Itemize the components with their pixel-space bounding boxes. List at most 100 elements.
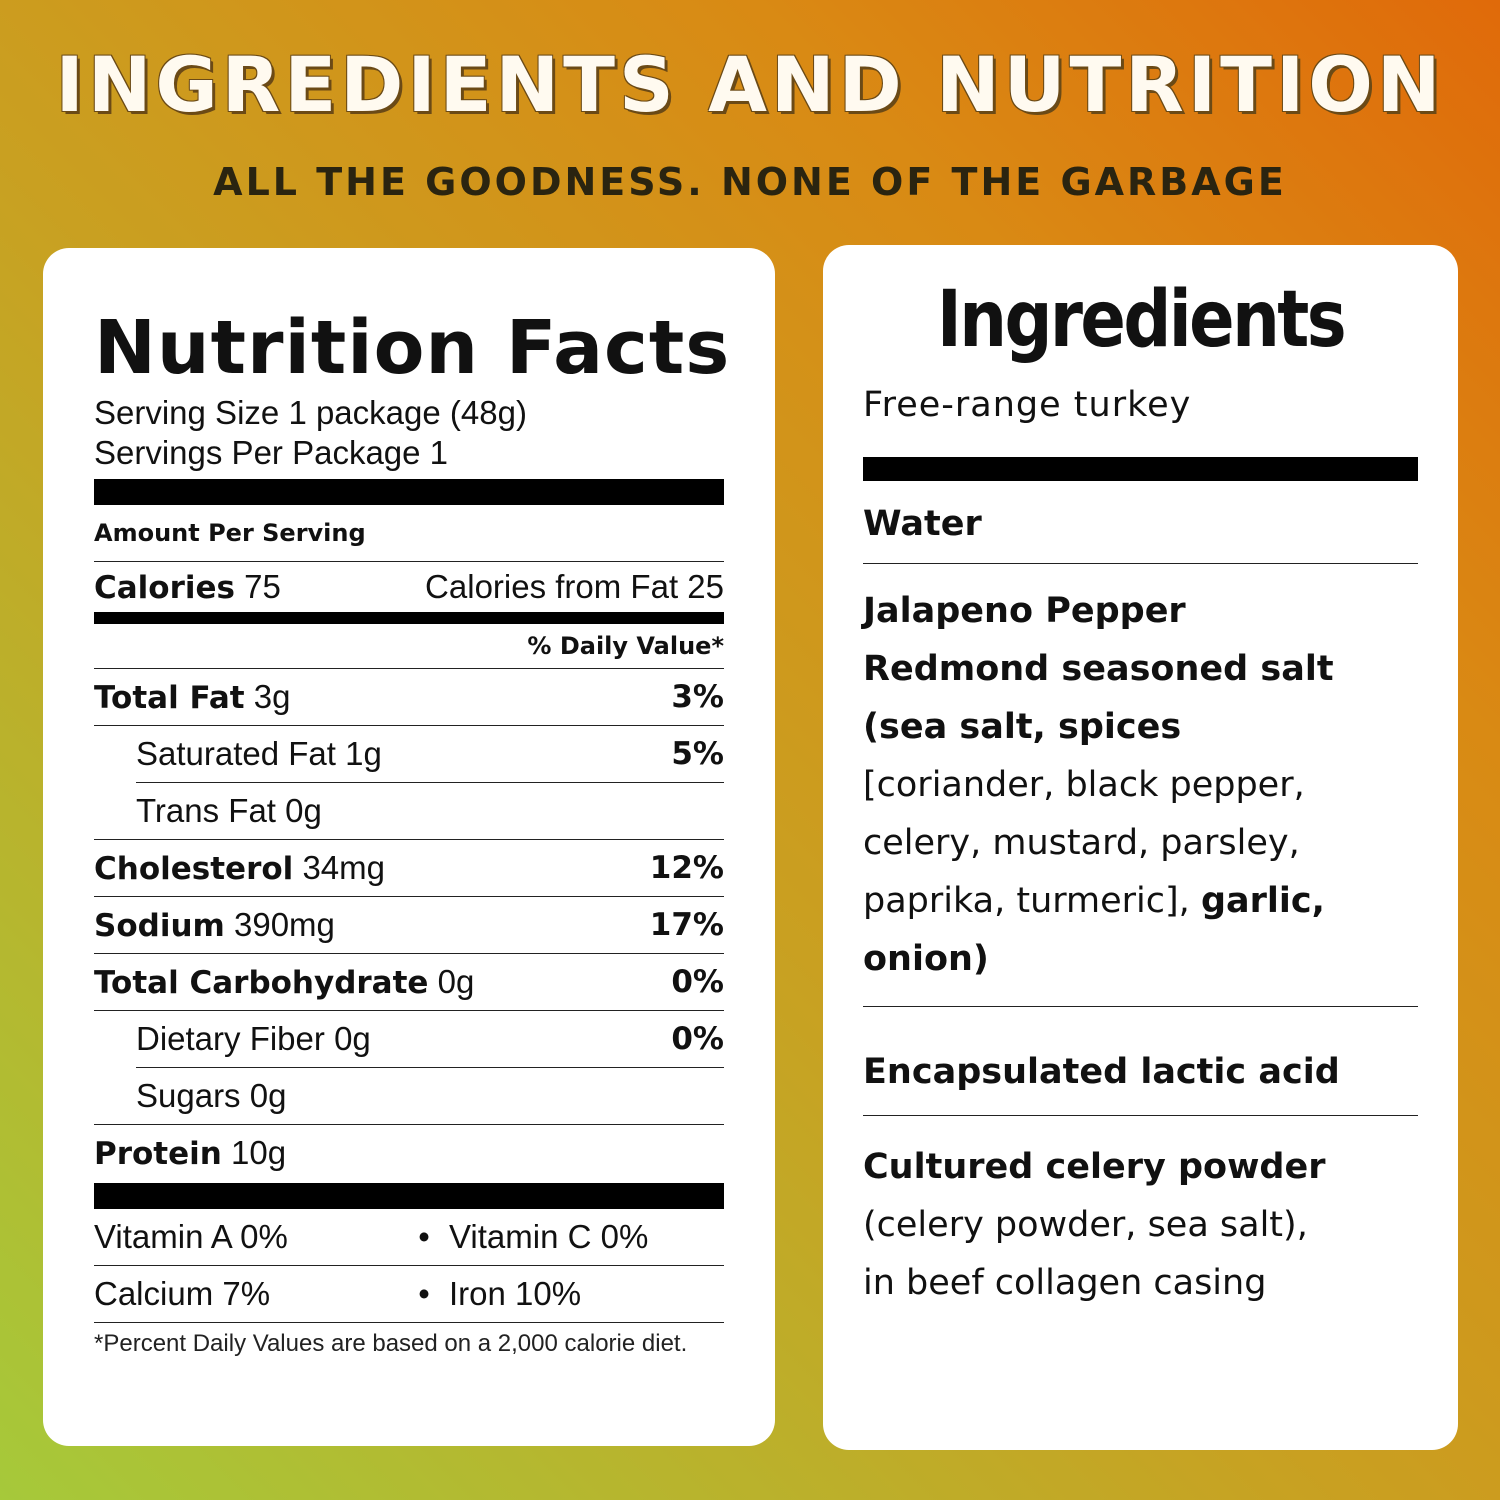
divider — [863, 1006, 1418, 1007]
nutrient-amount: 0g — [437, 963, 475, 1000]
footnote: *Percent Daily Values are based on a 2,0… — [94, 1330, 688, 1357]
nutrient-name: Protein 10g — [94, 1134, 286, 1172]
ingredient-celery-powder: Cultured celery powder (celery powder, s… — [863, 1138, 1418, 1312]
divider — [94, 561, 724, 562]
nutrient-daily-value: 0% — [671, 964, 724, 1000]
divider — [94, 1010, 724, 1011]
calories-from-fat-value: 25 — [687, 568, 724, 605]
serving-size-label: Serving Size — [94, 394, 280, 431]
nutrient-label: Sugars — [136, 1077, 241, 1114]
nutrient-row: Protein 10g — [94, 1125, 724, 1181]
nutrient-name: Trans Fat 0g — [136, 792, 322, 830]
nutrient-row: Sodium 390mg 17% — [94, 897, 724, 953]
ingredient-water: Water — [863, 504, 982, 544]
nutrient-row: Cholesterol 34mg 12% — [94, 840, 724, 896]
thick-divider — [94, 1183, 724, 1209]
nutrient-label: Cholesterol — [94, 851, 294, 887]
nutrient-label: Sodium — [94, 908, 225, 944]
ingredient-celery-detail: (celery powder, sea salt), — [863, 1205, 1308, 1245]
ingredient-turkey: Free-range turkey — [863, 385, 1192, 425]
nutrient-daily-value: 3% — [671, 679, 724, 715]
nutrient-amount: 390mg — [233, 906, 335, 943]
nutrient-label: Total Fat — [94, 680, 245, 716]
nutrient-row: Trans Fat 0g — [94, 783, 724, 839]
ingredient-jalapeno: Jalapeno Pepper — [863, 591, 1186, 631]
nutrient-label: Saturated Fat — [136, 735, 336, 772]
vitamin-row: Vitamin A 0% • Vitamin C 0% — [94, 1209, 724, 1265]
calories-value: 75 — [244, 568, 281, 605]
amount-per-serving: Amount Per Serving — [94, 519, 366, 547]
nutrient-amount: 0g — [334, 1020, 371, 1057]
nutrient-amount: 1g — [345, 735, 382, 772]
ingredient-cultured-celery: Cultured celery powder — [863, 1147, 1326, 1187]
nutrient-label: Protein — [94, 1136, 222, 1172]
divider — [94, 896, 724, 897]
divider — [94, 1124, 724, 1125]
page-tagline: ALL THE GOODNESS. NONE OF THE GARBAGE — [213, 160, 1287, 204]
nutrition-facts-title: Nutrition Facts — [94, 305, 731, 391]
calories-from-fat-label: Calories from Fat — [425, 568, 679, 605]
divider — [136, 1067, 724, 1068]
ingredient-spice-list-2: celery, mustard, parsley, — [863, 823, 1300, 863]
nutrient-amount: 0g — [249, 1077, 287, 1114]
nutrient-daily-value: 12% — [649, 850, 724, 886]
ingredient-spice-list-1: [coriander, black pepper, — [863, 765, 1305, 805]
vitamin-row: Calcium 7% • Iron 10% — [94, 1266, 724, 1322]
nutrient-daily-value: 0% — [671, 1021, 724, 1057]
bullet-separator: • — [418, 1218, 430, 1255]
divider — [94, 953, 724, 954]
nutrient-row: Dietary Fiber 0g 0% — [94, 1011, 724, 1067]
thick-divider — [94, 479, 724, 505]
nutrition-facts-label: Nutrition Facts Serving Size 1 package (… — [94, 303, 731, 1359]
nutrient-name: Sugars 0g — [136, 1077, 286, 1115]
divider — [136, 782, 724, 783]
ingredient-seasoning: Jalapeno Pepper Redmond seasoned salt (s… — [863, 582, 1418, 988]
nutrient-amount: 10g — [231, 1134, 287, 1171]
ingredients-list: Ingredients Free-range turkey Water Jala… — [863, 265, 1418, 1312]
serving-size: Serving Size 1 package (48g) — [94, 393, 724, 433]
nutrient-name: Total Fat 3g — [94, 678, 290, 716]
ingredient-casing: in beef collagen casing — [863, 1263, 1267, 1303]
divider — [94, 725, 724, 726]
nutrient-row: Saturated Fat 1g 5% — [94, 726, 724, 782]
nutrient-label: Trans Fat — [136, 792, 276, 829]
servings-per-package: Servings Per Package 1 — [94, 434, 449, 471]
ingredient-seasoned-salt: Redmond seasoned salt — [863, 649, 1334, 689]
nutrient-label: Dietary Fiber — [136, 1020, 325, 1057]
ingredient-spice-list-3: paprika, turmeric], — [863, 881, 1190, 921]
nutrient-name: Sodium 390mg — [94, 906, 335, 944]
bullet-separator: • — [418, 1275, 430, 1312]
ingredient-garlic: garlic, — [1200, 881, 1325, 921]
nutrient-amount: 0g — [285, 792, 322, 829]
vitamin-left: Calcium 7% — [94, 1275, 271, 1312]
thick-divider — [863, 457, 1418, 481]
ingredients-card: Ingredients Free-range turkey Water Jala… — [823, 245, 1458, 1450]
nutrient-rows: Total Fat 3g 3% Saturated Fat 1g 5% Trans Fa… — [94, 668, 724, 1181]
ingredient-sea-salt-spices: (sea salt, spices — [863, 707, 1182, 747]
nutrient-row: Total Carbohydrate 0g 0% — [94, 954, 724, 1010]
vitamin-left: Vitamin A 0% — [94, 1218, 288, 1255]
nutrition-facts-card: Nutrition Facts Serving Size 1 package (… — [43, 248, 775, 1446]
divider — [94, 1322, 724, 1323]
nutrient-daily-value: 5% — [671, 736, 724, 772]
nutrient-name: Dietary Fiber 0g — [136, 1020, 371, 1058]
nutrient-label: Total Carbohydrate — [94, 965, 429, 1001]
daily-value-header: % Daily Value* — [527, 632, 724, 660]
divider — [863, 563, 1418, 564]
ingredient-onion: onion) — [863, 939, 989, 979]
serving-size-value: 1 package (48g) — [288, 394, 527, 431]
nutrient-row: Total Fat 3g 3% — [94, 669, 724, 725]
ingredient-lactic-acid: Encapsulated lactic acid — [863, 1052, 1340, 1092]
nutrient-name: Cholesterol 34mg — [94, 849, 385, 887]
calories-label: Calories — [94, 570, 235, 606]
nutrient-daily-value: 17% — [649, 907, 724, 943]
vitamin-rows: Vitamin A 0% • Vitamin C 0% Calcium 7% • Iron… — [94, 1209, 724, 1323]
page-title: INGREDIENTS AND NUTRITION — [55, 40, 1445, 129]
nutrient-row: Sugars 0g — [94, 1068, 724, 1124]
divider — [94, 668, 724, 669]
nutrient-amount: 34mg — [302, 849, 386, 886]
nutrient-name: Total Carbohydrate 0g — [94, 963, 474, 1001]
divider — [94, 1265, 724, 1266]
vitamin-right: Iron 10% — [449, 1275, 582, 1312]
nutrient-amount: 3g — [253, 678, 291, 715]
